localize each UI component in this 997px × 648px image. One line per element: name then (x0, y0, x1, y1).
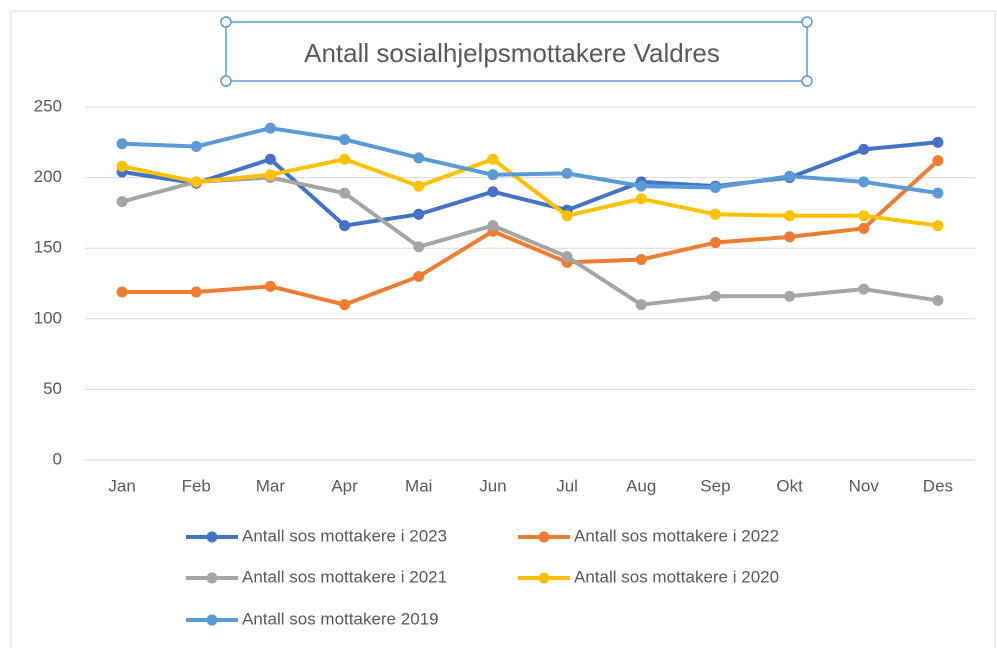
data-point (339, 187, 351, 199)
data-point (784, 290, 796, 302)
y-tick-label: 200 (34, 167, 62, 186)
data-point (116, 138, 128, 150)
chart-title: Antall sosialhjelpsmottakere Valdres (304, 38, 720, 68)
data-point (561, 251, 573, 263)
data-point (784, 231, 796, 243)
legend-label: Antall sos mottakere 2019 (242, 609, 439, 628)
data-point (709, 208, 721, 220)
x-tick-label: Nov (849, 476, 880, 495)
data-point (339, 153, 351, 165)
y-tick-label: 150 (34, 238, 62, 257)
data-point (709, 237, 721, 249)
series-line (121, 157, 939, 228)
legend-marker (206, 572, 218, 584)
data-point (784, 170, 796, 182)
data-point (413, 270, 425, 282)
series-line (121, 175, 939, 307)
data-point (116, 196, 128, 208)
data-point (932, 136, 944, 148)
data-point (487, 186, 499, 198)
x-tick-label: Sep (700, 476, 730, 495)
legend-label: Antall sos mottakere i 2022 (574, 526, 779, 545)
selection-handles (220, 16, 813, 87)
legend-marker (538, 572, 550, 584)
data-point (561, 167, 573, 179)
legend-label: Antall sos mottakere i 2021 (242, 567, 447, 586)
data-point (413, 208, 425, 220)
y-tick-label: 0 (53, 449, 62, 468)
data-point (116, 286, 128, 298)
legend-label: Antall sos mottakere i 2020 (574, 567, 779, 586)
data-point (635, 180, 647, 192)
data-point (932, 187, 944, 199)
data-point (858, 143, 870, 155)
data-point (413, 180, 425, 192)
data-point (413, 241, 425, 253)
y-tick-label: 250 (34, 96, 62, 115)
data-point (709, 181, 721, 193)
legend-label: Antall sos mottakere i 2023 (242, 526, 447, 545)
data-point (858, 283, 870, 295)
data-point (339, 133, 351, 145)
x-tick-label: Aug (626, 476, 656, 495)
data-point (858, 176, 870, 188)
legend-marker (538, 531, 550, 543)
chart-border (10, 10, 996, 648)
x-tick-label: Jan (108, 476, 135, 495)
y-tick-label: 50 (43, 379, 62, 398)
series-line (121, 140, 939, 228)
data-point (561, 210, 573, 222)
x-tick-label: Jul (556, 476, 578, 495)
data-point (116, 160, 128, 172)
data-point (635, 253, 647, 265)
legend-marker (206, 614, 218, 626)
data-point (487, 220, 499, 232)
data-point (264, 153, 276, 165)
data-point (932, 220, 944, 232)
data-point (190, 286, 202, 298)
series-line (122, 126, 939, 196)
title-selection (225, 21, 808, 82)
data-point (339, 220, 351, 232)
x-tick-label: Mai (405, 476, 432, 495)
legend-marker (206, 531, 218, 543)
data-point (264, 280, 276, 292)
x-tick-label: Des (923, 476, 953, 495)
x-tick-label: Apr (331, 476, 358, 495)
x-tick-label: Okt (776, 476, 803, 495)
x-tick-label: Mar (256, 476, 286, 495)
y-tick-label: 100 (34, 308, 62, 327)
data-point (190, 176, 202, 188)
data-point (264, 169, 276, 181)
x-tick-label: Feb (182, 476, 211, 495)
data-point (635, 299, 647, 311)
x-tick-label: Jun (479, 476, 506, 495)
data-point (487, 169, 499, 181)
data-point (413, 152, 425, 164)
data-point (784, 210, 796, 222)
data-point (709, 290, 721, 302)
data-point (339, 299, 351, 311)
data-point (635, 193, 647, 205)
data-point (487, 153, 499, 165)
data-point (932, 294, 944, 306)
data-point (264, 122, 276, 134)
data-point (858, 210, 870, 222)
series-line (122, 159, 940, 307)
data-point (932, 155, 944, 167)
data-point (190, 141, 202, 153)
data-point (858, 222, 870, 234)
